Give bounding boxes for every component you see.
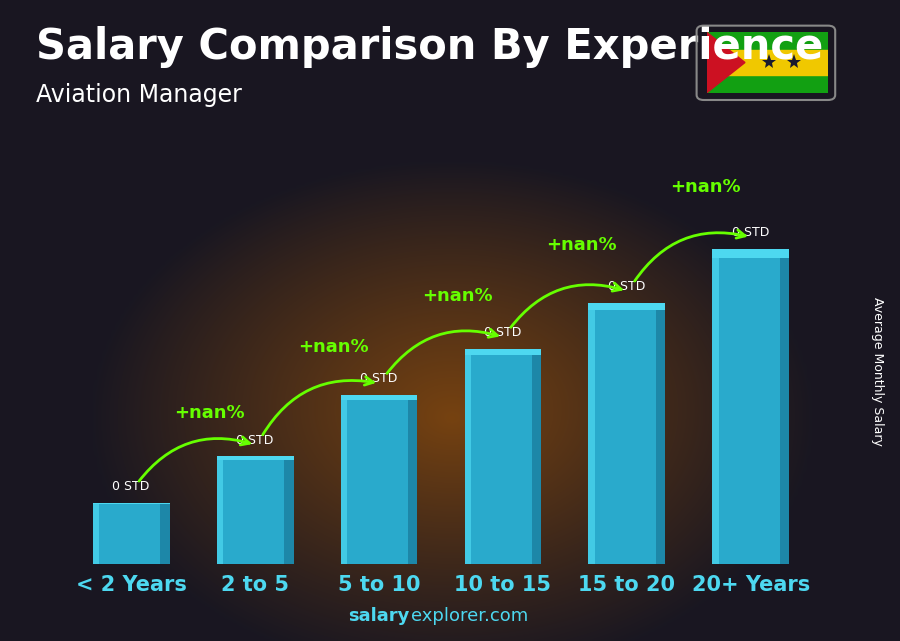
Text: 0 STD: 0 STD	[112, 480, 150, 493]
Bar	[589, 303, 595, 564]
Bar	[464, 349, 471, 564]
Bar	[713, 249, 789, 564]
Bar	[409, 395, 418, 564]
Text: 0 STD: 0 STD	[360, 372, 398, 385]
Bar	[284, 456, 293, 564]
Text: +nan%: +nan%	[422, 287, 493, 305]
Bar	[706, 50, 828, 75]
Text: 0 STD: 0 STD	[732, 226, 770, 239]
Bar	[340, 395, 418, 400]
Bar	[340, 395, 418, 564]
Bar	[340, 395, 346, 564]
Bar	[589, 303, 665, 310]
Bar	[780, 249, 789, 564]
Text: explorer.com: explorer.com	[411, 607, 528, 625]
Text: +nan%: +nan%	[546, 237, 617, 254]
Bar	[93, 503, 169, 504]
Text: Aviation Manager: Aviation Manager	[36, 83, 242, 107]
Bar	[589, 303, 665, 564]
Text: +nan%: +nan%	[670, 178, 741, 196]
Bar	[93, 503, 169, 564]
Bar	[217, 456, 293, 460]
Bar	[93, 503, 99, 564]
Text: +nan%: +nan%	[299, 338, 369, 356]
Text: salary: salary	[348, 607, 410, 625]
Text: Salary Comparison By Experience: Salary Comparison By Experience	[36, 26, 824, 68]
Bar	[656, 303, 665, 564]
Text: +nan%: +nan%	[175, 404, 245, 422]
Bar	[217, 456, 293, 564]
Text: 0 STD: 0 STD	[484, 326, 522, 339]
Bar	[464, 349, 542, 355]
Bar	[464, 349, 542, 564]
Bar	[713, 249, 718, 564]
Text: 0 STD: 0 STD	[608, 280, 645, 293]
Polygon shape	[706, 32, 745, 93]
Text: 0 STD: 0 STD	[237, 434, 274, 447]
Bar	[532, 349, 542, 564]
Bar	[217, 456, 223, 564]
Text: Average Monthly Salary: Average Monthly Salary	[871, 297, 884, 446]
Bar	[160, 503, 169, 564]
Bar	[713, 249, 789, 258]
